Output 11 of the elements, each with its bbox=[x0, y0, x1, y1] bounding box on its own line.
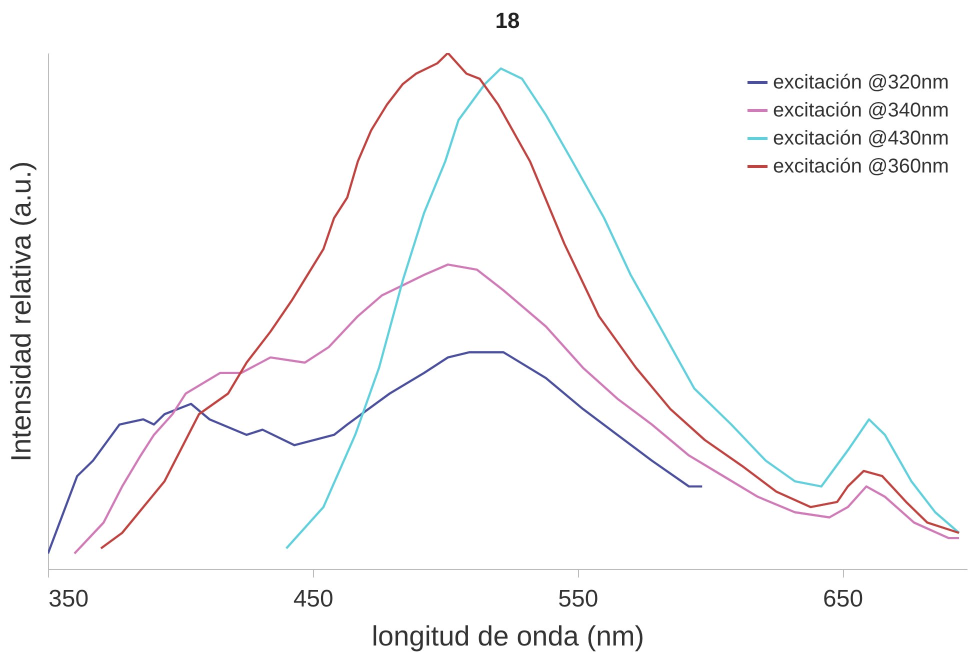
chart-title: 18 bbox=[495, 8, 520, 33]
x-tick-label: 350 bbox=[48, 586, 89, 612]
y-axis-title: Intensidad relativa (a.u.) bbox=[6, 161, 36, 462]
x-tick-label: 450 bbox=[293, 586, 334, 612]
x-axis-title: longitud de onda (nm) bbox=[372, 620, 644, 652]
x-tick-label: 550 bbox=[558, 586, 598, 612]
legend-label: excitación @430nm bbox=[773, 128, 949, 150]
legend-label: excitación @360nm bbox=[773, 156, 949, 178]
x-tick-label: 650 bbox=[823, 586, 864, 612]
legend-label: excitación @340nm bbox=[773, 100, 949, 122]
legend-label: excitación @320nm bbox=[773, 72, 949, 94]
